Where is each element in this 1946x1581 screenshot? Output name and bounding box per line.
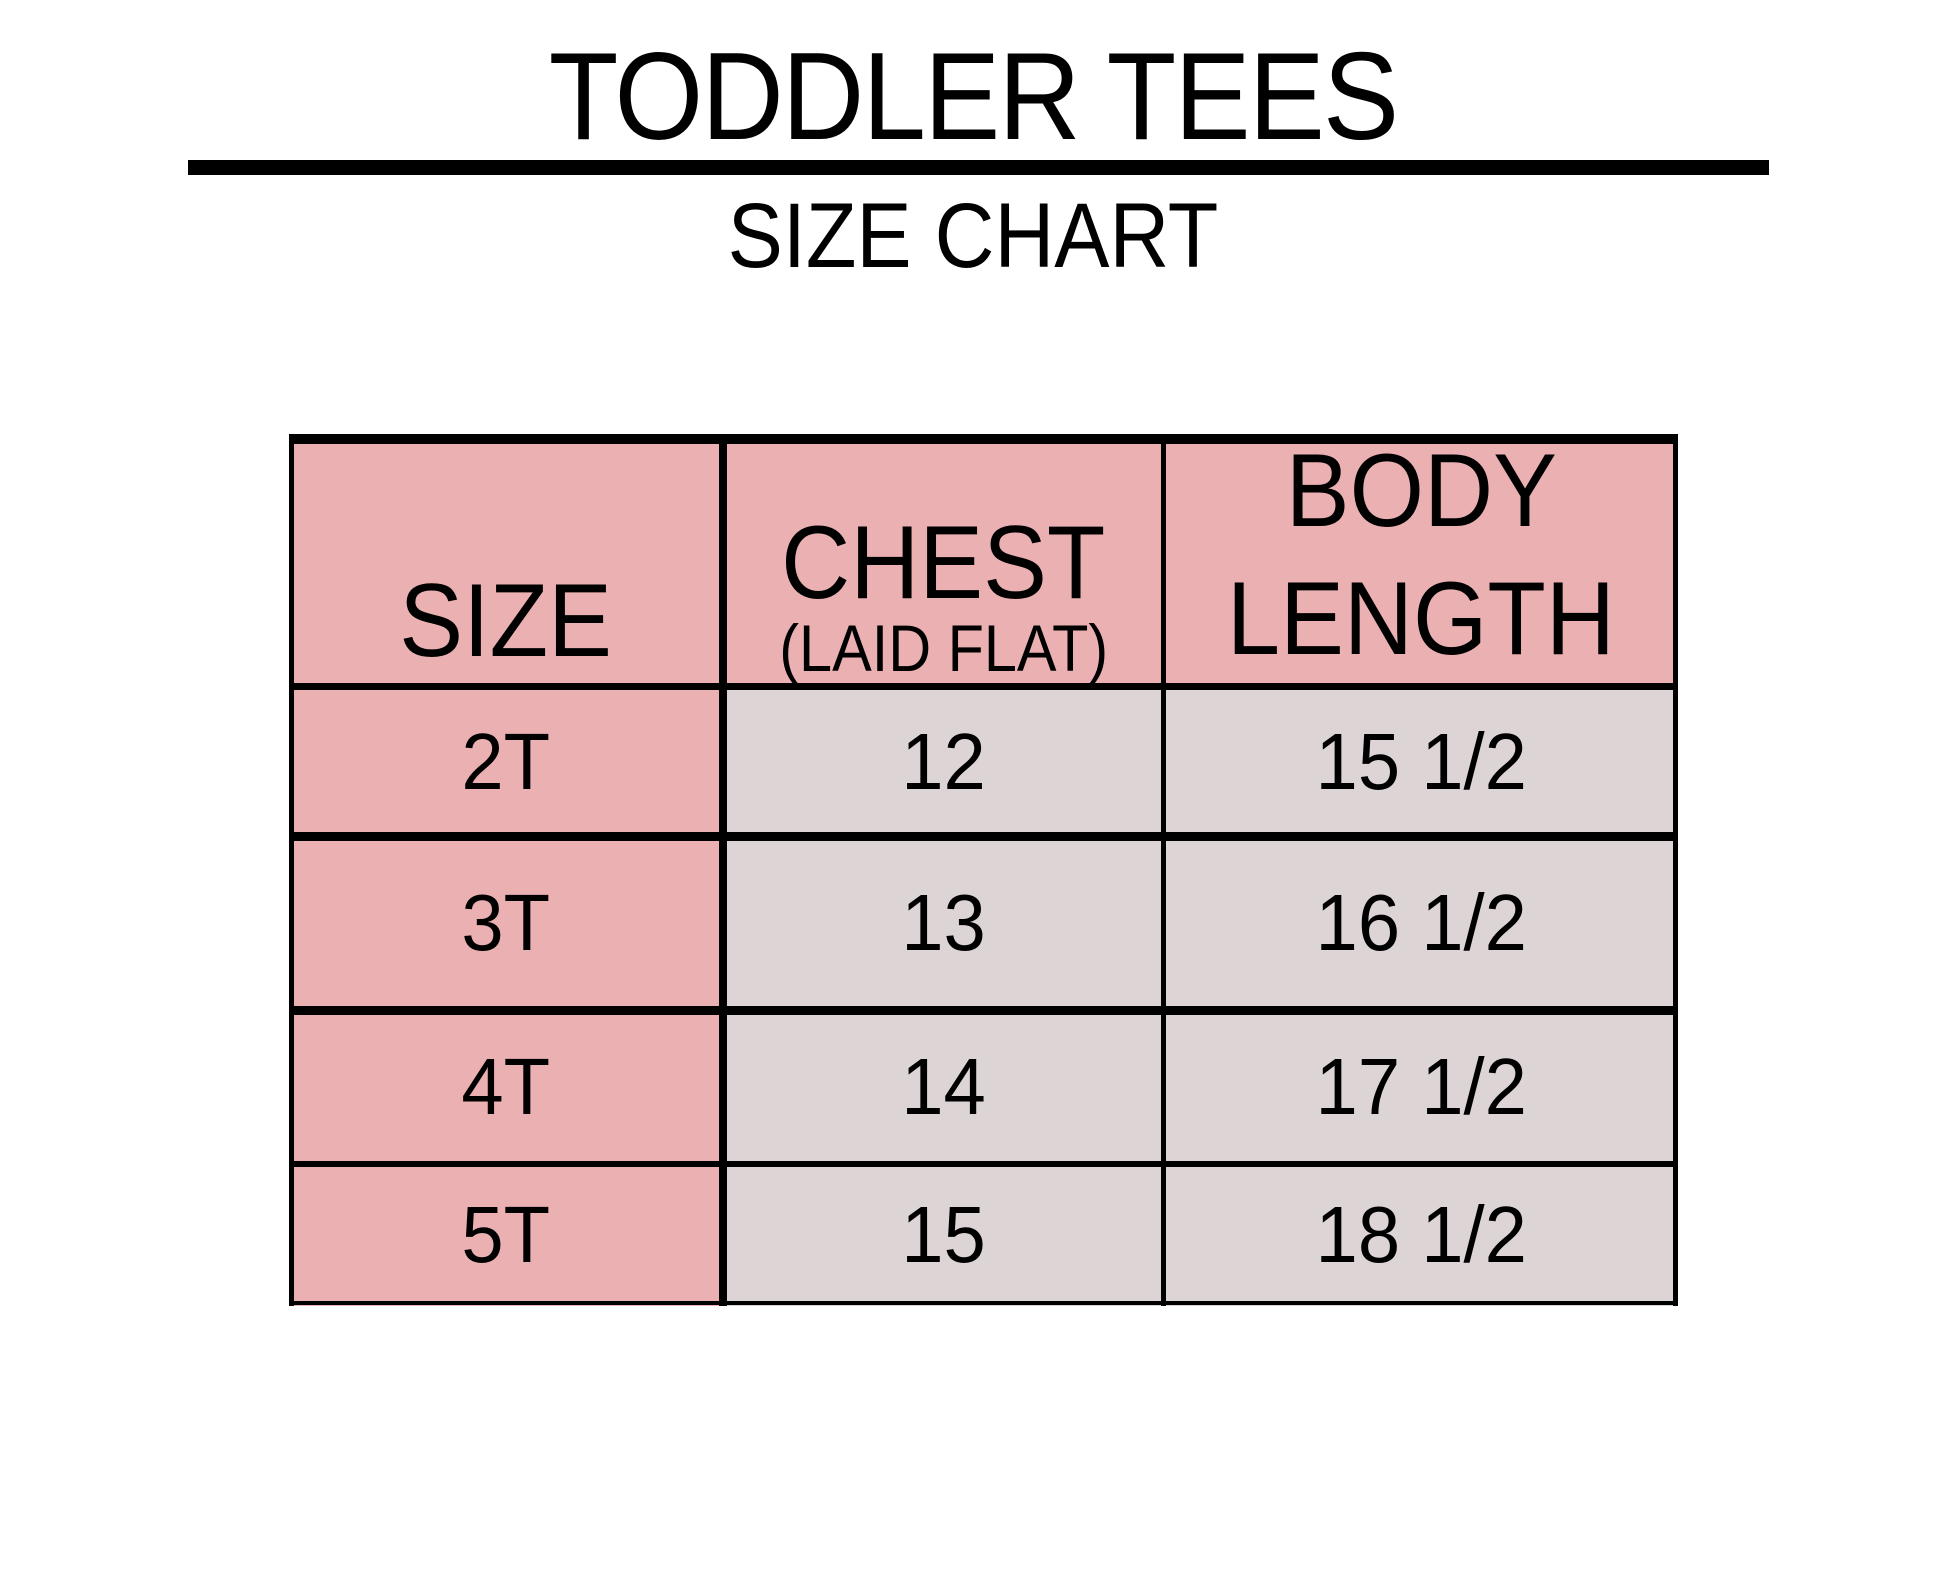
table-row-length: 16 1/2 bbox=[1164, 836, 1678, 1010]
chest-value: 12 bbox=[901, 716, 986, 806]
column-divider bbox=[719, 434, 727, 1306]
size-value: 2T bbox=[461, 716, 551, 806]
chest-value: 14 bbox=[901, 1042, 986, 1131]
header-cell-chest: CHEST (LAID FLAT) bbox=[723, 434, 1164, 687]
header-cell-body-length: BODY LENGTH bbox=[1164, 434, 1678, 687]
size-value: 3T bbox=[461, 878, 551, 967]
table-row-size: 4T bbox=[289, 1010, 723, 1164]
row-divider bbox=[289, 1006, 1678, 1015]
table-row-chest: 13 bbox=[723, 836, 1164, 1010]
header-divider bbox=[289, 683, 1678, 690]
row-divider bbox=[289, 832, 1678, 841]
length-value: 17 1/2 bbox=[1315, 1042, 1527, 1131]
column-header-size: SIZE bbox=[399, 563, 613, 679]
table-row-size: 2T bbox=[289, 687, 723, 836]
title-divider bbox=[188, 160, 1769, 175]
size-chart-table: SIZE CHEST (LAID FLAT) BODY LENGTH 2T 12… bbox=[289, 434, 1678, 1306]
table-border-right bbox=[1673, 434, 1678, 1306]
table-border-top bbox=[289, 434, 1678, 444]
table-row-size: 3T bbox=[289, 836, 723, 1010]
page-title: TODDLER TEES bbox=[548, 28, 1399, 166]
table-row-size: 5T bbox=[289, 1164, 723, 1306]
chest-value: 13 bbox=[901, 878, 986, 967]
table-row-length: 17 1/2 bbox=[1164, 1010, 1678, 1164]
size-value: 5T bbox=[461, 1190, 551, 1279]
table-row-length: 18 1/2 bbox=[1164, 1164, 1678, 1306]
length-value: 15 1/2 bbox=[1315, 716, 1527, 806]
row-divider bbox=[289, 1161, 1678, 1167]
page-subtitle: SIZE CHART bbox=[727, 185, 1219, 287]
column-header-body: BODY bbox=[1285, 433, 1557, 549]
table-row-chest: 14 bbox=[723, 1010, 1164, 1164]
column-header-length: LENGTH bbox=[1226, 561, 1616, 677]
header-cell-size: SIZE bbox=[289, 434, 723, 687]
length-value: 16 1/2 bbox=[1315, 878, 1527, 967]
column-divider bbox=[1161, 434, 1166, 1306]
table-row-chest: 15 bbox=[723, 1164, 1164, 1306]
table-border-bottom bbox=[289, 1301, 1678, 1305]
chest-value: 15 bbox=[901, 1190, 986, 1279]
length-value: 18 1/2 bbox=[1315, 1190, 1527, 1279]
table-row-chest: 12 bbox=[723, 687, 1164, 836]
table-border-left bbox=[289, 434, 294, 1306]
column-header-chest: CHEST bbox=[781, 505, 1106, 621]
size-value: 4T bbox=[461, 1042, 551, 1131]
table-row-length: 15 1/2 bbox=[1164, 687, 1678, 836]
column-subheader-laid-flat: (LAID FLAT) bbox=[779, 611, 1108, 685]
